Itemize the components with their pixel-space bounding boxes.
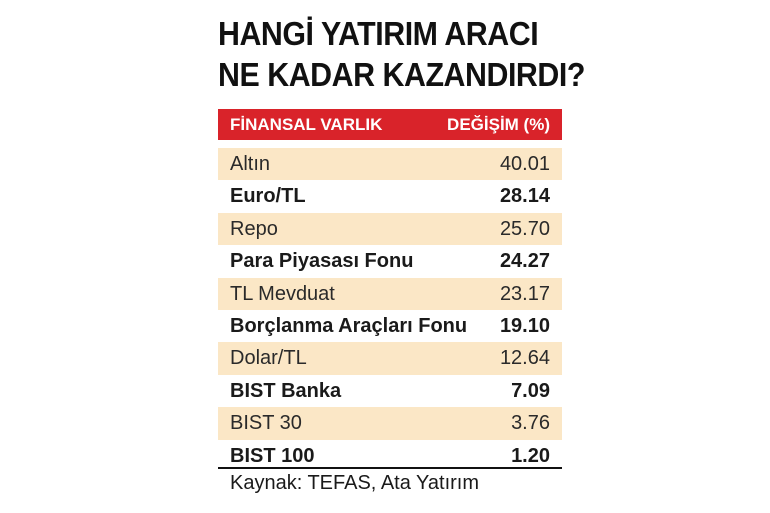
asset-name: BIST 30 — [230, 412, 302, 435]
change-value: 24.27 — [499, 250, 550, 273]
change-value: 23.17 — [499, 282, 550, 305]
source-note: Kaynak: TEFAS, Ata Yatırım — [230, 472, 480, 494]
table-row: TL Mevduat 23.17 — [218, 277, 562, 310]
title-line-2: NE KADAR KAZANDIRDI? — [218, 56, 585, 93]
bottom-rule — [218, 467, 562, 469]
table-row: Euro/TL 28.14 — [218, 180, 562, 212]
change-value: 28.14 — [499, 185, 550, 208]
change-value: 19.10 — [499, 314, 550, 337]
change-value: 1.20 — [511, 444, 550, 467]
asset-name: BIST 100 — [230, 444, 315, 467]
asset-name: BIST Banka — [230, 379, 342, 402]
table-row: BIST Banka 7.09 — [218, 375, 562, 407]
infographic: HANGİ YATIRIM ARACI NE KADAR KAZANDIRDI?… — [218, 0, 585, 494]
change-value: 25.70 — [499, 217, 550, 240]
asset-name: TL Mevduat — [230, 282, 335, 305]
table-row: Dolar/TL 12.64 — [218, 342, 562, 375]
asset-name: Euro/TL — [230, 185, 306, 208]
table-row: Borçlanma Araçları Fonu 19.10 — [218, 310, 562, 342]
table-row: BIST 30 3.76 — [218, 407, 562, 440]
chart-title: HANGİ YATIRIM ARACI NE KADAR KAZANDIRDI? — [218, 13, 585, 95]
asset-name: Dolar/TL — [230, 347, 307, 370]
change-value: 12.64 — [499, 347, 550, 370]
asset-name: Repo — [230, 217, 278, 240]
change-value: 7.09 — [511, 379, 550, 402]
asset-name: Para Piyasası Fonu — [230, 250, 414, 273]
asset-name: Borçlanma Araçları Fonu — [230, 314, 468, 337]
column-header-asset: FİNANSAL VARLIK — [230, 115, 383, 134]
title-line-1: HANGİ YATIRIM ARACI — [218, 15, 539, 52]
table-row: Repo 25.70 — [218, 212, 562, 246]
table-body: Altın 40.01 Euro/TL 28.14 Repo 25.70 Para Piya… — [218, 148, 562, 472]
table-row: Altın 40.01 — [218, 148, 562, 181]
change-value: 40.01 — [499, 153, 550, 175]
table-header: FİNANSAL VARLIK DEĞİŞİM (%) — [218, 109, 562, 140]
asset-name: Altın — [230, 153, 271, 175]
table-row: BIST 100 1.20 — [218, 440, 562, 472]
column-header-change: DEĞİŞİM (%) — [447, 115, 550, 134]
table-row: Para Piyasası Fonu 24.27 — [218, 245, 562, 277]
change-value: 3.76 — [511, 412, 550, 435]
